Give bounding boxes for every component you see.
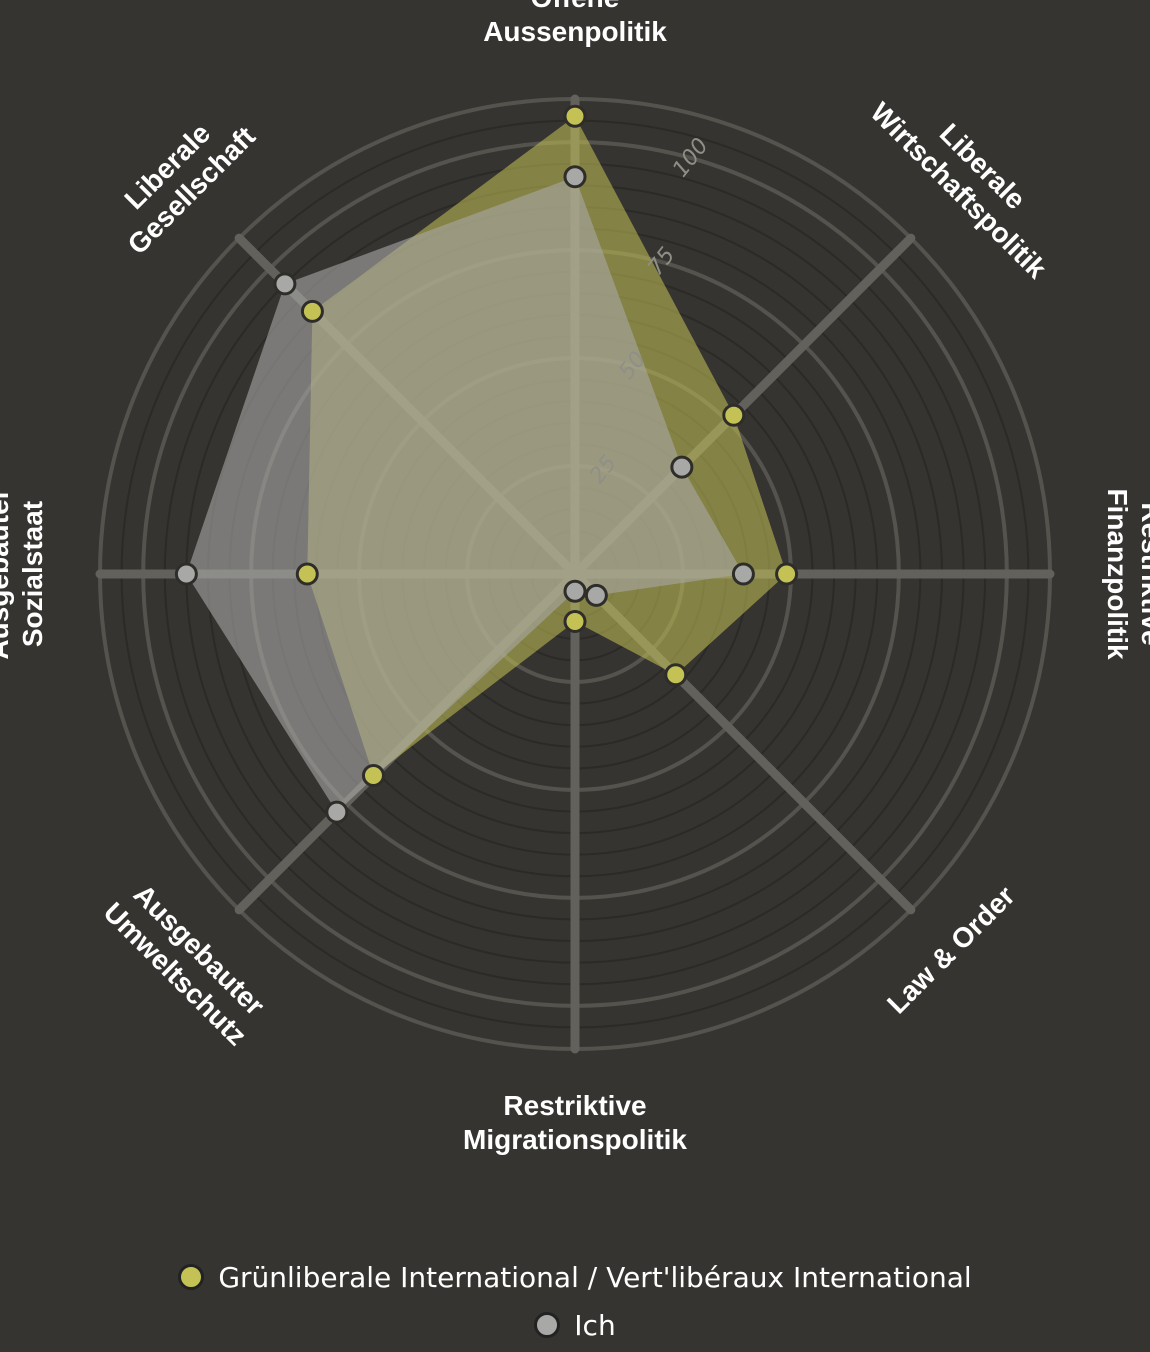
legend-label-series-2: Ich [574,1308,616,1342]
data-point-series-2 [325,800,349,824]
data-point-series-2 [273,272,297,296]
legend-marker-series-1 [178,1264,205,1290]
radar-series [174,104,799,824]
axis-label: Ausgebauter Sozialstaat [0,488,48,659]
data-point-series-2 [584,583,608,607]
data-point-series-2 [563,579,587,603]
data-point-series-2 [731,562,755,586]
data-point-series-1 [722,403,746,427]
legend-item-series-2[interactable]: Ich [0,1304,1150,1346]
axis-label-line: Restriktive [503,1090,646,1121]
legend-label-series-1: Grünliberale International / Vert'libéra… [218,1260,972,1294]
axis-label-line: Finanzpolitik [1102,488,1133,660]
chart-legend: Grünliberale International / Vert'libéra… [0,1256,1150,1352]
data-point-series-1 [361,764,385,788]
axis-label: Offene Aussenpolitik [483,0,667,47]
legend-item-series-1[interactable]: Grünliberale International / Vert'libéra… [0,1256,1150,1298]
data-point-series-1 [664,663,688,687]
data-point-series-1 [300,299,324,323]
axis-label-line: Migrationspolitik [463,1124,687,1155]
data-point-series-1 [295,562,319,586]
legend-marker-series-2 [534,1312,561,1338]
axis-label-line: Restriktive [1136,502,1150,645]
data-point-series-2 [563,165,587,189]
axis-label-line: Offene [531,0,620,13]
series-area-2 [186,176,744,813]
axis-label-line: Ausgebauter [0,488,14,659]
data-point-series-1 [563,104,587,128]
axis-label-line: Sozialstaat [17,501,48,647]
data-point-series-2 [670,455,694,479]
data-point-series-2 [174,562,198,586]
axis-label-line: Aussenpolitik [483,16,667,47]
data-point-series-1 [563,610,587,633]
data-point-series-1 [775,562,799,586]
